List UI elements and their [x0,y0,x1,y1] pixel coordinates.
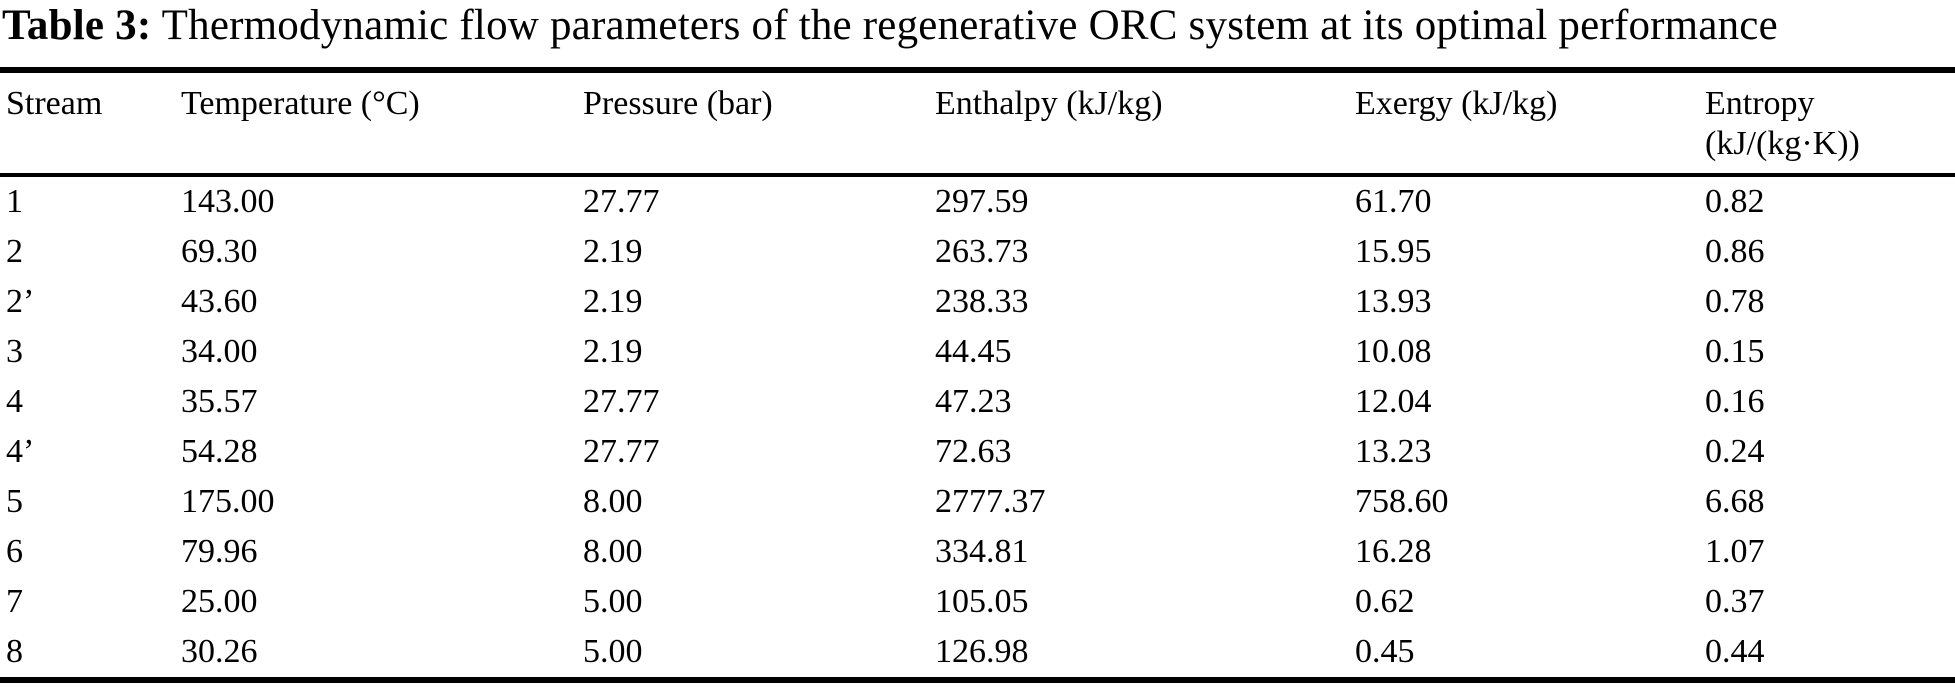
cell-entropy: 0.44 [1705,633,1765,670]
cell-entropy: 0.86 [1705,233,1765,270]
table-caption-text: Thermodynamic flow parameters of the reg… [161,2,1778,49]
cell-stream: 4 [6,383,23,420]
cell-stream: 2 [6,233,23,270]
cell-enthalpy: 238.33 [935,283,1029,320]
cell-temperature: 34.00 [181,333,258,370]
cell-enthalpy: 2777.37 [935,483,1046,520]
cell-pressure: 5.00 [583,583,643,620]
column-header-pressure: Pressure (bar) [583,70,935,177]
cell-temperature: 30.26 [181,633,258,670]
cell-temperature: 69.30 [181,233,258,270]
column-header-enthalpy: Enthalpy (kJ/kg) [935,70,1355,177]
table-caption: Table 3: Thermodynamic flow parameters of… [0,0,1955,52]
cell-pressure: 8.00 [583,483,643,520]
cell-entropy: 0.15 [1705,333,1765,370]
table-header-row: Stream Temperature (°C) Pressure (bar) E… [0,70,1955,177]
cell-exergy: 61.70 [1355,183,1432,220]
cell-exergy: 758.60 [1355,483,1449,520]
cell-exergy: 10.08 [1355,333,1432,370]
table-caption-label: Table 3: [2,2,152,49]
table-row: 8 30.26 5.00 126.98 0.45 0.44 [0,627,1955,680]
cell-entropy: 0.78 [1705,283,1765,320]
column-header-entropy-line2: (kJ/(kg·K)) [1705,125,1860,162]
cell-stream: 5 [6,483,23,520]
cell-exergy: 0.45 [1355,633,1415,670]
cell-enthalpy: 126.98 [935,633,1029,670]
cell-stream: 8 [6,633,23,670]
cell-enthalpy: 297.59 [935,183,1029,220]
cell-pressure: 27.77 [583,383,660,420]
cell-entropy: 0.16 [1705,383,1765,420]
table-row: 1 143.00 27.77 297.59 61.70 0.82 [0,175,1955,227]
table-row: 3 34.00 2.19 44.45 10.08 0.15 [0,327,1955,377]
cell-exergy: 0.62 [1355,583,1415,620]
cell-enthalpy: 263.73 [935,233,1029,270]
cell-stream: 3 [6,333,23,370]
table-row: 4’ 54.28 27.77 72.63 13.23 0.24 [0,427,1955,477]
column-header-stream: Stream [0,70,181,177]
column-header-exergy: Exergy (kJ/kg) [1355,70,1705,177]
cell-stream: 1 [6,183,23,220]
cell-temperature: 35.57 [181,383,258,420]
table-row: 7 25.00 5.00 105.05 0.62 0.37 [0,577,1955,627]
cell-stream: 7 [6,583,23,620]
column-header-entropy-line1: Entropy [1705,85,1815,122]
cell-entropy: 0.37 [1705,583,1765,620]
cell-pressure: 2.19 [583,333,643,370]
cell-enthalpy: 44.45 [935,333,1012,370]
table-row: 2 69.30 2.19 263.73 15.95 0.86 [0,227,1955,277]
cell-exergy: 12.04 [1355,383,1432,420]
cell-pressure: 27.77 [583,433,660,470]
cell-temperature: 54.28 [181,433,258,470]
cell-stream: 4’ [6,433,35,470]
column-header-entropy: Entropy (kJ/(kg·K)) [1705,70,1955,177]
cell-enthalpy: 105.05 [935,583,1029,620]
cell-pressure: 2.19 [583,283,643,320]
cell-pressure: 2.19 [583,233,643,270]
cell-temperature: 43.60 [181,283,258,320]
cell-temperature: 143.00 [181,183,275,220]
table-row: 6 79.96 8.00 334.81 16.28 1.07 [0,527,1955,577]
cell-temperature: 79.96 [181,533,258,570]
cell-entropy: 6.68 [1705,483,1765,520]
cell-temperature: 25.00 [181,583,258,620]
cell-stream: 2’ [6,283,35,320]
cell-exergy: 13.93 [1355,283,1432,320]
cell-pressure: 8.00 [583,533,643,570]
cell-stream: 6 [6,533,23,570]
thermodynamic-parameters-table: Stream Temperature (°C) Pressure (bar) E… [0,67,1955,683]
cell-entropy: 0.82 [1705,183,1765,220]
cell-exergy: 16.28 [1355,533,1432,570]
table-row: 5 175.00 8.00 2777.37 758.60 6.68 [0,477,1955,527]
cell-exergy: 15.95 [1355,233,1432,270]
cell-exergy: 13.23 [1355,433,1432,470]
cell-enthalpy: 47.23 [935,383,1012,420]
table-row: 2’ 43.60 2.19 238.33 13.93 0.78 [0,277,1955,327]
table-row: 4 35.57 27.77 47.23 12.04 0.16 [0,377,1955,427]
cell-entropy: 1.07 [1705,533,1765,570]
column-header-temperature: Temperature (°C) [181,70,583,177]
cell-pressure: 27.77 [583,183,660,220]
cell-temperature: 175.00 [181,483,275,520]
cell-entropy: 0.24 [1705,433,1765,470]
cell-pressure: 5.00 [583,633,643,670]
cell-enthalpy: 72.63 [935,433,1012,470]
cell-enthalpy: 334.81 [935,533,1029,570]
